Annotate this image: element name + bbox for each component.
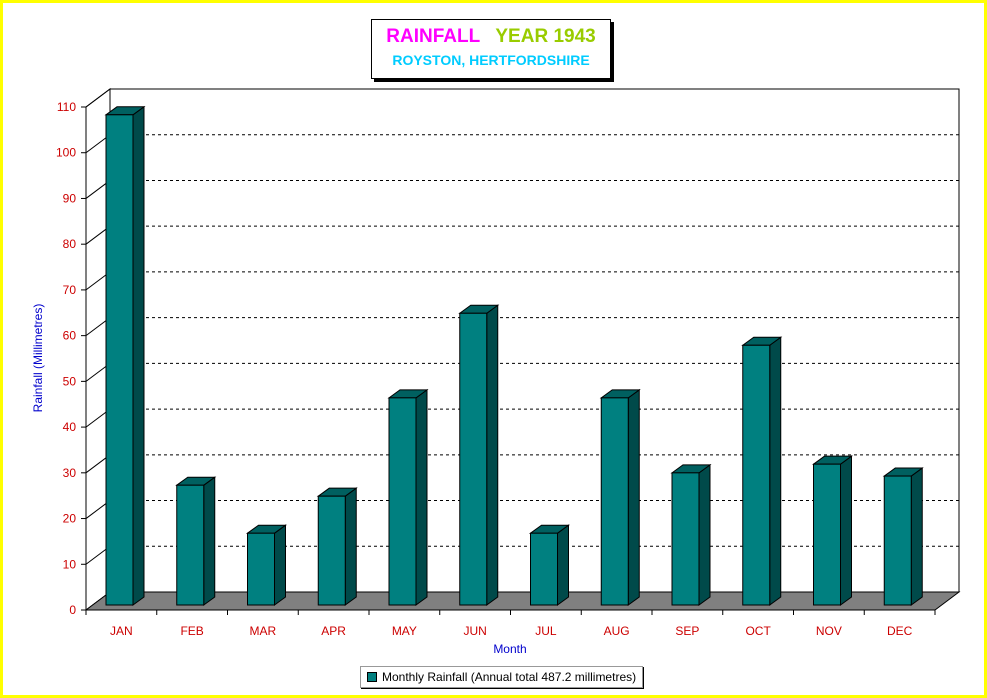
x-tick-label: JAN (110, 624, 133, 638)
bar-jan (104, 105, 146, 606)
y-tick-label: 20 (63, 512, 77, 526)
bar-front (105, 114, 134, 606)
x-tick-label: SEP (675, 624, 699, 638)
bar-mar (245, 524, 288, 606)
y-tick-label: 110 (57, 100, 76, 114)
bar-front (317, 495, 346, 606)
y-tick-label: 70 (63, 283, 77, 297)
bar-side (557, 524, 569, 606)
bar-side (910, 467, 923, 606)
x-tick-label: JUL (535, 624, 557, 638)
grid-lines (85, 88, 960, 611)
legend-label: Monthly Rainfall (Annual total 487.2 mil… (382, 670, 637, 684)
bar-front (247, 532, 275, 606)
bar-side (627, 388, 640, 606)
legend: Monthly Rainfall (Annual total 487.2 mil… (360, 666, 644, 688)
chart-title: RAINFALL YEAR 1943 (372, 26, 610, 48)
bar-side (344, 487, 357, 606)
bar-side (698, 463, 711, 606)
x-tick-label: OCT (745, 624, 771, 638)
bar-may (387, 388, 429, 606)
y-axis-title: Rainfall (Millimetres) (31, 304, 45, 413)
chart-subtitle: ROYSTON, HERTFORDSHIRE (392, 52, 590, 68)
x-axis-title: Month (493, 642, 526, 656)
axes (81, 106, 936, 615)
bar-oct (741, 336, 783, 606)
y-tick-label: 0 (69, 603, 76, 617)
bar-feb (175, 476, 217, 606)
chart-title-year: YEAR 1943 (495, 26, 596, 47)
x-tick-label: MAR (250, 624, 277, 638)
x-tick-label: AUG (604, 624, 630, 638)
bar-side (132, 105, 145, 606)
bar-front (883, 475, 912, 606)
bar-side (274, 524, 286, 606)
bar-front (388, 397, 417, 606)
bar-aug (599, 388, 641, 606)
gridline-side (85, 88, 111, 108)
y-tick-label: 10 (63, 557, 77, 571)
bar-sep (670, 463, 712, 606)
bar-front (813, 463, 841, 606)
chart-title-main: RAINFALL (386, 26, 480, 47)
y-tick-label: 80 (63, 237, 77, 251)
bar-apr (316, 487, 358, 606)
chart-title-box: RAINFALL YEAR 1943 ROYSTON, HERTFORDSHIR… (371, 19, 611, 79)
bars (104, 105, 924, 606)
y-tick-label: 30 (63, 466, 77, 480)
legend-swatch (367, 672, 377, 682)
bar-front (530, 532, 558, 606)
x-tick-label: MAY (392, 624, 417, 638)
x-tick-label: FEB (180, 624, 203, 638)
bar-nov (811, 455, 854, 606)
x-tick-label: NOV (816, 624, 842, 638)
bar-side (840, 455, 852, 606)
bar-side (203, 476, 216, 606)
y-tick-label: 90 (63, 191, 77, 205)
y-tick-label: 50 (63, 374, 77, 388)
x-tick-label: DEC (887, 624, 913, 638)
bar-jun (458, 304, 500, 606)
bar-dec (882, 467, 924, 606)
bar-side (486, 304, 499, 606)
y-tick-label: 40 (63, 420, 77, 434)
x-tick-label: APR (321, 624, 346, 638)
tick-labels: 0 10 20 30 40 50 60 70 80 90 100 110 JAN FEB MAR APR MAY… (56, 100, 913, 638)
bar-front (176, 484, 205, 606)
x-tick-label: JUN (463, 624, 486, 638)
y-tick-label: 100 (56, 146, 76, 160)
bar-front (459, 312, 488, 606)
bar-front (600, 397, 629, 606)
bar-jul (528, 524, 571, 606)
y-tick-label: 60 (63, 329, 77, 343)
bar-side (769, 336, 782, 606)
bar-side (415, 388, 428, 606)
bar-front (742, 344, 771, 606)
bar-front (671, 472, 700, 606)
